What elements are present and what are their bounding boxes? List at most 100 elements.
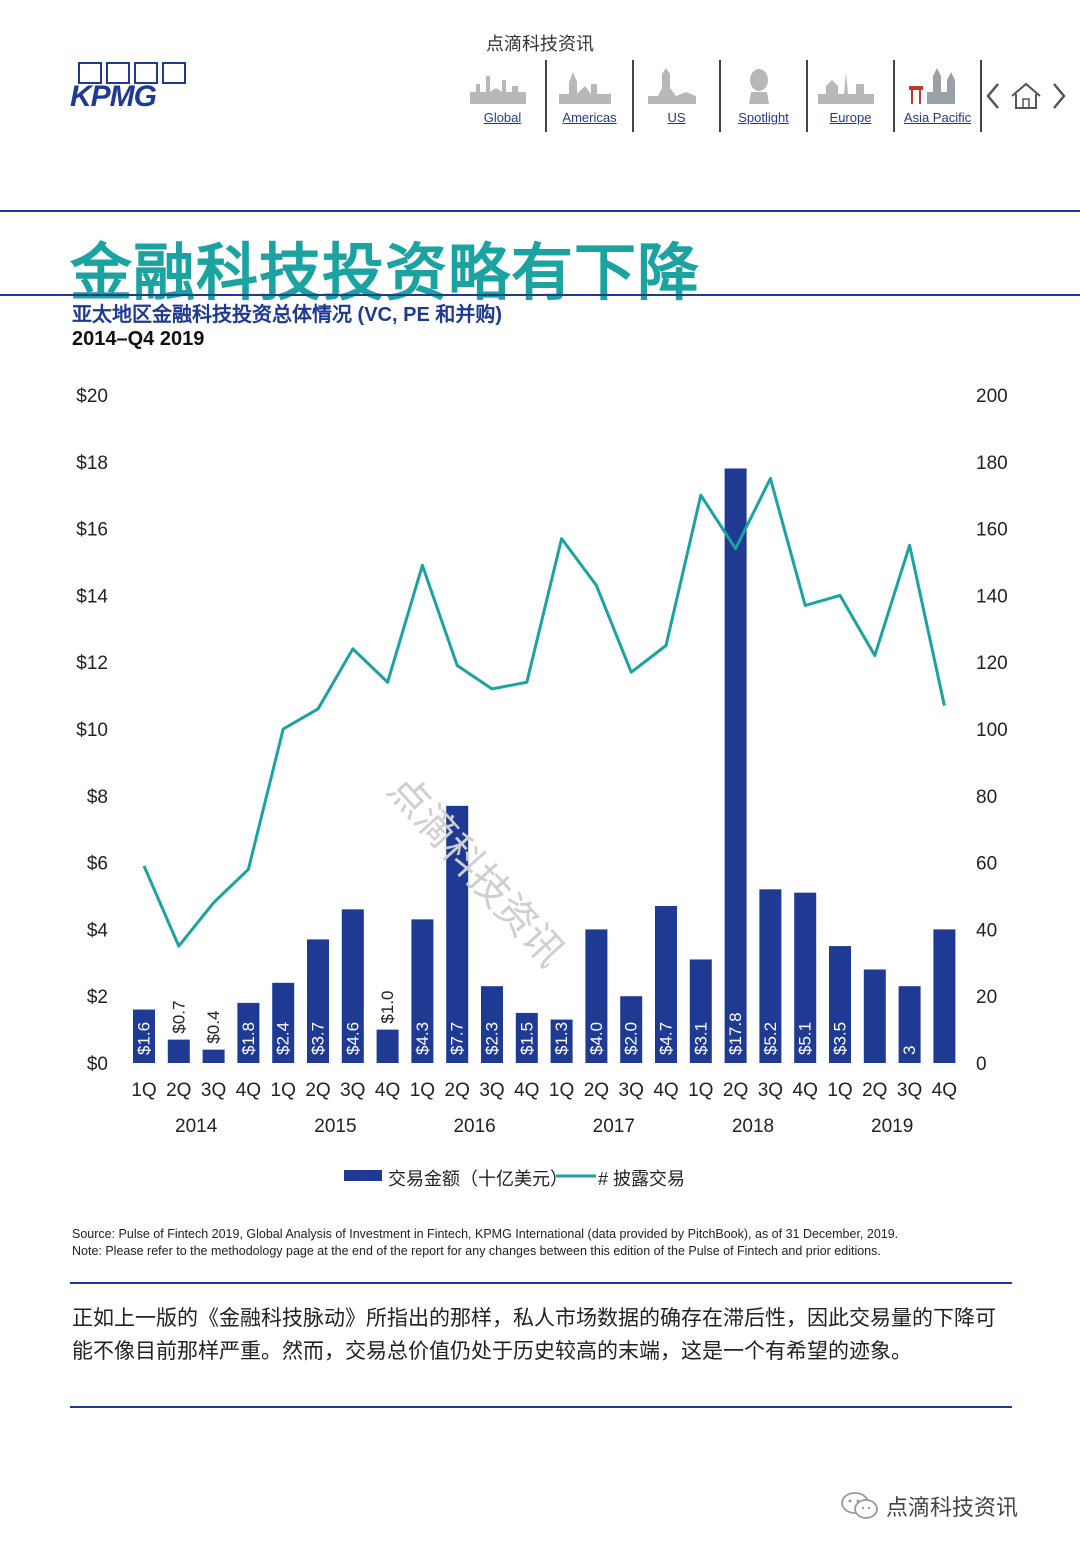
x-tick-label: 3Q [619,1080,644,1101]
source-note: Source: Pulse of Fintech 2019, Global An… [72,1226,1032,1260]
chart-period: 2014–Q4 2019 [72,328,205,350]
bar-data-label: $5.2 [761,1022,780,1055]
y-left-tick-label: $14 [76,586,108,607]
nav-europe[interactable]: Europe [808,60,895,132]
x-tick-label: 2Q [862,1080,887,1101]
kpmg-logo[interactable]: KPMG [70,62,190,113]
bar-data-label: $4.6 [343,1022,362,1055]
bar-data-label: $7.7 [448,1022,467,1055]
body-paragraph: 正如上一版的《金融科技脉动》所指出的那样，私人市场数据的确存在滞后性，因此交易量… [72,1306,996,1363]
europe-skyline-icon [818,72,874,104]
nav-spotlight[interactable]: Spotlight [721,60,808,132]
nav-global[interactable]: Global [460,60,547,132]
x-year-label: 2014 [175,1116,218,1137]
y-left-tick-label: $10 [76,720,108,741]
nav-asia-pacific[interactable]: Asia Pacific [895,60,982,132]
x-year-label: 2019 [871,1116,913,1137]
bar-data-label: 3 [900,1046,919,1055]
bar-data-label: $5.1 [796,1022,815,1055]
bar-deal-value [202,1049,225,1063]
y-left-tick-label: $18 [76,453,108,474]
y-right-tick-label: 120 [976,653,1008,674]
x-tick-label: 2Q [445,1080,470,1101]
bar-deal-value [446,805,469,1063]
asia-pacific-skyline-icon [909,68,955,104]
x-tick-label: 3Q [897,1080,922,1101]
bar-deal-value [724,468,747,1064]
bar-deal-value [655,906,677,1063]
y-right-tick-label: 180 [976,453,1008,474]
bar-deal-value [759,889,782,1063]
x-tick-label: 2Q [166,1080,191,1101]
body-bottom-rule [70,1406,1012,1408]
bar-data-label: $2.0 [622,1022,641,1055]
chevron-right-icon[interactable] [1053,83,1066,109]
x-tick-label: 1Q [827,1080,852,1101]
chart-subtitle: 亚太地区金融科技投资总体情况 (VC, PE 和并购) [72,304,503,326]
bar-data-label: $1.0 [378,991,397,1024]
y-right-tick-label: 200 [976,386,1008,407]
line-disclosed-deals [142,477,946,948]
bar-deal-value [411,919,434,1063]
bar-deal-value [481,986,503,1063]
x-tick-label: 4Q [375,1080,400,1101]
y-left-tick-label: $12 [76,653,108,674]
y-right-tick-label: 80 [976,787,997,808]
wechat-icon [841,1492,878,1519]
x-tick-label: 4Q [793,1080,818,1101]
nav-americas[interactable]: Americas [547,60,634,132]
x-year-label: 2015 [314,1116,356,1137]
nav-us[interactable]: US [634,60,721,132]
home-icon[interactable] [1011,82,1041,109]
bar-data-label: $1.8 [239,1022,258,1055]
region-nav: Global Americas US Spotlight Europe A [460,60,982,132]
chevron-left-icon[interactable] [986,83,999,109]
kpmg-logo-blocks-icon [78,62,190,84]
bar-deal-value [863,969,886,1063]
bar-deal-value [898,986,921,1063]
nav-global-label: Global [483,110,522,125]
x-tick-label: 2Q [305,1080,330,1101]
y-left-tick-label: $2 [87,987,108,1008]
bar-data-label: $1.5 [517,1022,536,1055]
bar-data-label: $2.4 [274,1022,293,1055]
nav-tools [986,82,1066,109]
y-right-tick-label: 60 [976,854,997,875]
bar-data-label: $3.7 [309,1022,328,1055]
bar-deal-value [550,1019,573,1063]
x-tick-label: 1Q [271,1080,296,1101]
us-skyline-icon [648,68,696,104]
page-title: 金融科技投资略有下降 [70,236,701,309]
y-left-tick-label: $6 [87,854,108,875]
bar-data-label: $0.7 [169,1001,188,1034]
source-line: Source: Pulse of Fintech 2019, Global An… [72,1227,899,1241]
y-right-tick-label: 0 [976,1054,987,1075]
nav-europe-label: Europe [829,110,872,125]
y-right-tick-label: 140 [976,586,1008,607]
bar-deal-value [376,1029,399,1063]
bar-deal-value [794,892,817,1063]
x-tick-label: 3Q [201,1080,226,1101]
x-tick-label: 2Q [584,1080,609,1101]
bar-data-label: $3.5 [831,1022,850,1055]
bar-deal-value [341,909,364,1063]
y-left-tick-label: $0 [87,1054,108,1075]
x-tick-label: 1Q [688,1080,713,1101]
note-line: Note: Please refer to the methodology pa… [72,1244,881,1258]
nav-us-label: US [667,110,686,125]
bar-data-label: $1.3 [552,1022,571,1055]
bar-data-label: $2.3 [483,1022,502,1055]
footer-brand-text: 点滴科技资讯 [886,1496,1019,1521]
x-tick-label: 4Q [653,1080,678,1101]
global-skyline-icon [470,76,526,104]
bar-deal-value [133,1009,155,1063]
nav-americas-label: Americas [562,110,617,125]
nav-spotlight-label: Spotlight [738,110,789,125]
y-right-tick-label: 160 [976,520,1008,541]
bar-data-label: $4.3 [413,1022,432,1055]
top-brand-text: 点滴科技资讯 [486,34,594,55]
x-tick-label: 4Q [236,1080,261,1101]
bar-deal-value [272,982,295,1063]
bar-deal-value [167,1039,190,1063]
y-right-tick-label: 40 [976,920,997,941]
